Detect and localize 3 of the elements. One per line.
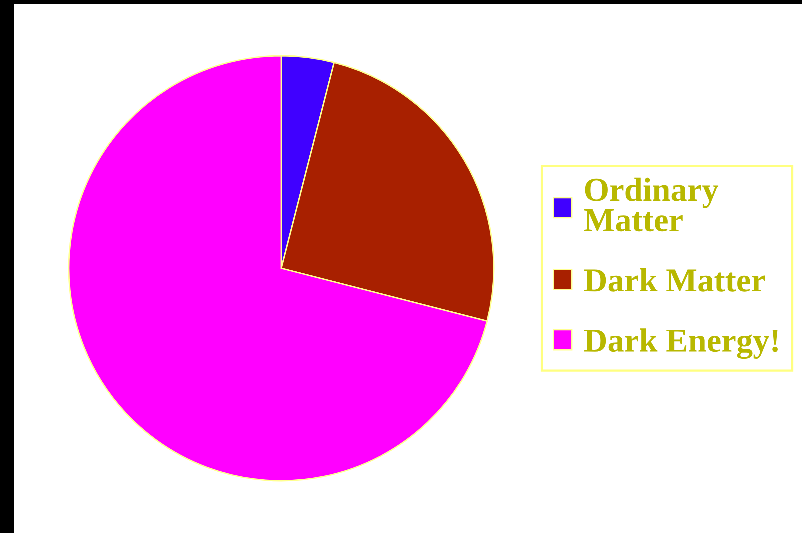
legend-label: Dark Matter [584, 268, 766, 292]
legend-label: Dark Energy! [584, 328, 778, 360]
legend-label: Ordinary Matter [584, 178, 719, 232]
